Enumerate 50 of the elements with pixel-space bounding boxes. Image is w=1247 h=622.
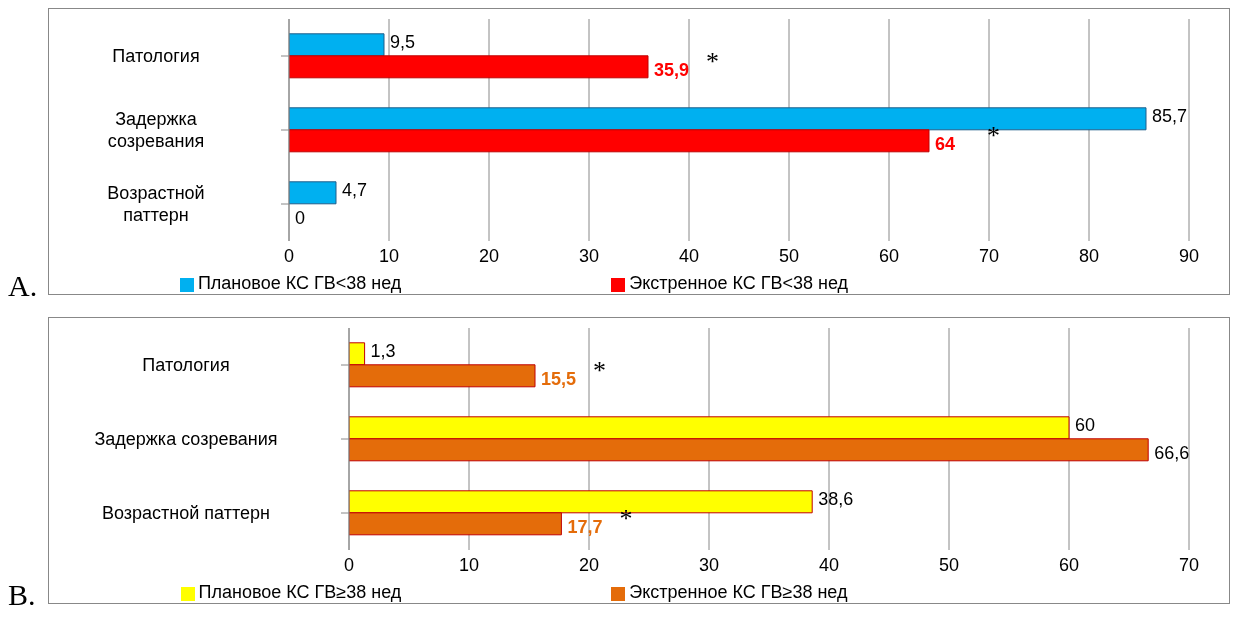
- y-tick-label: Возрастной паттерн: [102, 503, 270, 523]
- y-tick-label: Задержка созревания: [94, 429, 278, 449]
- legend-label: Экстренное КС ГВ<38 нед: [629, 273, 849, 293]
- bar: [289, 55, 649, 79]
- y-tick-label: Патология: [142, 355, 230, 375]
- x-tick-label: 0: [283, 245, 295, 266]
- legend-label: Плановое КС ГВ<38 нед: [197, 273, 402, 293]
- y-tick-label: Задержка созревания: [107, 109, 205, 151]
- bar: [289, 129, 930, 153]
- data-label: 60: [1075, 415, 1096, 435]
- y-tick-label: Патология: [112, 46, 200, 66]
- text: A.: [8, 269, 38, 303]
- text: B.: [8, 578, 36, 612]
- x-tick-label: 50: [778, 245, 800, 266]
- x-tick-label: 20: [478, 245, 500, 266]
- y-tick-label: Возрастной паттерн: [107, 183, 205, 225]
- annotation: *: [619, 504, 633, 533]
- annotation: *: [987, 121, 1000, 150]
- bar: [289, 33, 385, 57]
- x-tick-label: 30: [578, 245, 600, 266]
- legend-label: Экстренное КС ГВ≥38 нед: [629, 582, 848, 602]
- x-tick-label: 80: [1078, 245, 1100, 266]
- annotation: *: [706, 47, 719, 76]
- data-label: 38,6: [818, 489, 854, 509]
- x-tick-label: 40: [818, 554, 840, 575]
- x-tick-label: 10: [458, 554, 480, 575]
- data-label: 66,6: [1154, 443, 1190, 463]
- data-label: 9,5: [390, 32, 416, 52]
- x-tick-label: 70: [978, 245, 1000, 266]
- x-tick-label: 30: [698, 554, 720, 575]
- x-tick-label: 0: [343, 554, 355, 575]
- x-tick-label: 40: [678, 245, 700, 266]
- x-tick-label: 60: [1058, 554, 1080, 575]
- legend-label: Плановое КС ГВ≥38 нед: [198, 582, 402, 602]
- bar: [289, 181, 337, 205]
- annotation: *: [593, 356, 606, 385]
- data-label: 1,3: [370, 341, 396, 361]
- data-label: 0: [295, 208, 306, 228]
- data-label: 4,7: [342, 180, 368, 200]
- x-tick-label: 50: [938, 554, 960, 575]
- data-label: 17,7: [567, 517, 603, 537]
- x-tick-label: 60: [878, 245, 900, 266]
- x-tick-label: 70: [1178, 554, 1200, 575]
- data-label: 15,5: [541, 369, 577, 389]
- data-label: 85,7: [1152, 106, 1188, 126]
- data-label: 64: [935, 134, 956, 154]
- x-tick-label: 20: [578, 554, 600, 575]
- x-tick-label: 90: [1178, 245, 1200, 266]
- data-label: 35,9: [654, 60, 690, 80]
- x-tick-label: 10: [378, 245, 400, 266]
